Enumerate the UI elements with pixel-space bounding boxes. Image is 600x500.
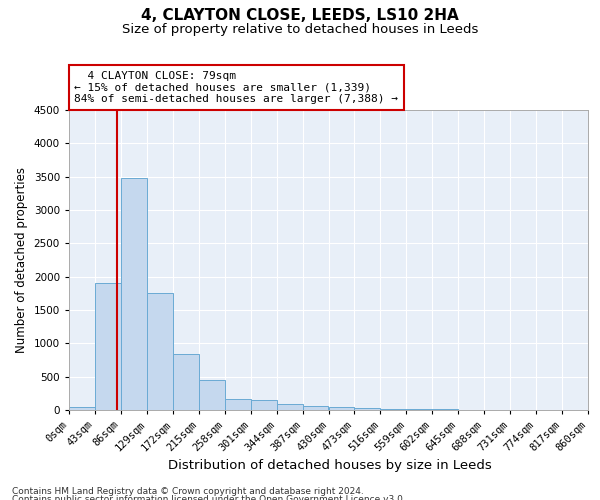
- Text: Size of property relative to detached houses in Leeds: Size of property relative to detached ho…: [122, 22, 478, 36]
- Bar: [380, 408, 406, 410]
- Bar: [355, 408, 380, 410]
- Y-axis label: Number of detached properties: Number of detached properties: [15, 167, 28, 353]
- Bar: [277, 404, 302, 410]
- Bar: [329, 407, 355, 410]
- Text: 4, CLAYTON CLOSE, LEEDS, LS10 2HA: 4, CLAYTON CLOSE, LEEDS, LS10 2HA: [141, 8, 459, 22]
- Bar: [199, 380, 224, 410]
- Text: 4 CLAYTON CLOSE: 79sqm
← 15% of detached houses are smaller (1,339)
84% of semi-: 4 CLAYTON CLOSE: 79sqm ← 15% of detached…: [74, 71, 398, 104]
- Bar: [95, 284, 121, 410]
- Bar: [121, 178, 147, 410]
- Bar: [147, 292, 173, 410]
- Text: Distribution of detached houses by size in Leeds: Distribution of detached houses by size …: [168, 460, 492, 472]
- Bar: [406, 409, 432, 410]
- Text: Contains public sector information licensed under the Open Government Licence v3: Contains public sector information licen…: [12, 495, 406, 500]
- Bar: [173, 354, 199, 410]
- Bar: [302, 406, 329, 410]
- Bar: [224, 399, 251, 410]
- Bar: [251, 400, 277, 410]
- Bar: [69, 406, 95, 410]
- Text: Contains HM Land Registry data © Crown copyright and database right 2024.: Contains HM Land Registry data © Crown c…: [12, 488, 364, 496]
